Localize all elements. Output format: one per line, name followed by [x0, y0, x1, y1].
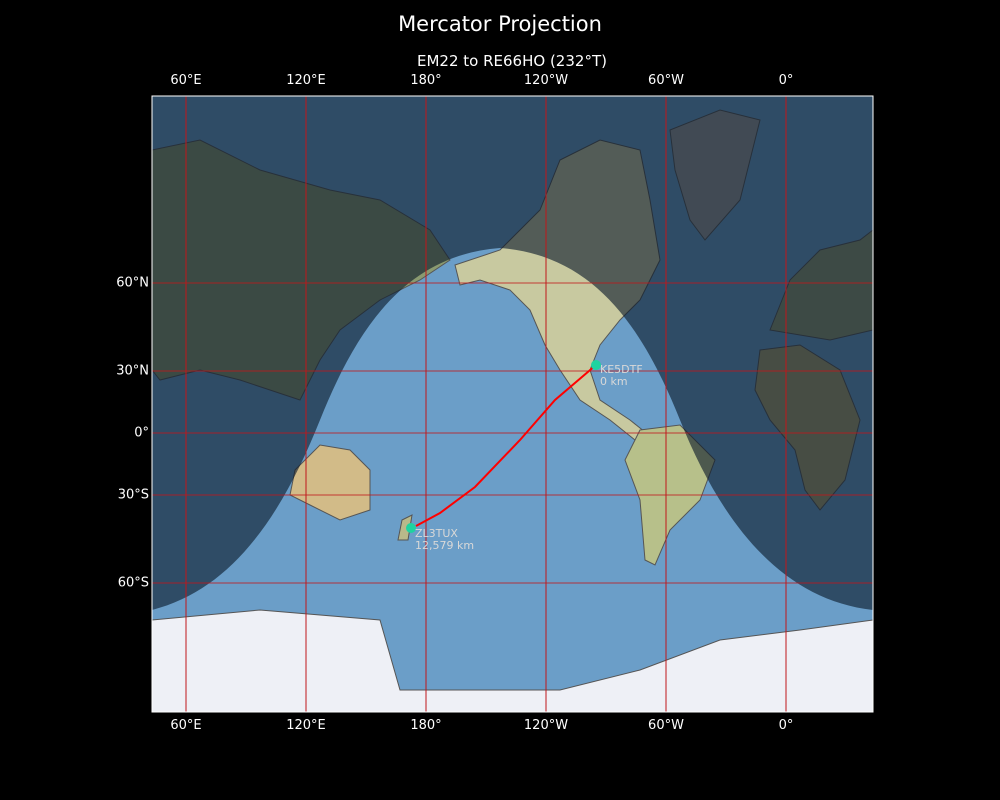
graticule: [152, 96, 873, 712]
station-label-ke5dtf: KE5DTF: [600, 363, 643, 376]
lat-tick: 60°N: [116, 275, 149, 291]
lon-tick-top: 60°W: [648, 73, 684, 88]
night-shading: [152, 96, 873, 712]
great-circle-route: [415, 364, 597, 527]
map-subtitle: EM22 to RE66HO (232°T): [417, 52, 607, 70]
lat-tick: 0°: [134, 425, 149, 441]
lon-tick-bottom: 60°W: [648, 718, 684, 733]
new-zealand: [397, 514, 413, 541]
lon-tick-top: 180°: [410, 73, 442, 88]
lon-tick-bottom: 120°E: [286, 718, 326, 733]
lon-tick-bottom: 60°E: [170, 718, 202, 733]
station-distance-zl3tux: 12,579 km: [415, 539, 474, 552]
lat-tick: 60°S: [117, 575, 149, 591]
lon-tick-bottom: 180°: [410, 718, 442, 733]
lon-tick-bottom: 120°W: [523, 718, 569, 733]
lon-tick-bottom: 0°: [778, 718, 794, 733]
lat-tick: 30°S: [117, 487, 149, 503]
australia: [289, 444, 371, 521]
lat-tick: 30°N: [116, 363, 149, 379]
lon-tick-top: 60°E: [170, 73, 202, 88]
antarctica: [152, 609, 873, 712]
station-marker-ke5dtf[interactable]: [591, 360, 601, 370]
lon-tick-top: 0°: [778, 73, 794, 88]
figure-title: Mercator Projection: [398, 12, 602, 36]
station-distance-ke5dtf: 0 km: [600, 375, 628, 388]
station-marker-zl3tux[interactable]: [406, 523, 416, 533]
station-label-zl3tux: ZL3TUX: [415, 527, 458, 540]
lon-tick-top: 120°E: [286, 73, 326, 88]
lon-tick-top: 120°W: [523, 73, 569, 88]
map-frame: [151, 95, 874, 713]
